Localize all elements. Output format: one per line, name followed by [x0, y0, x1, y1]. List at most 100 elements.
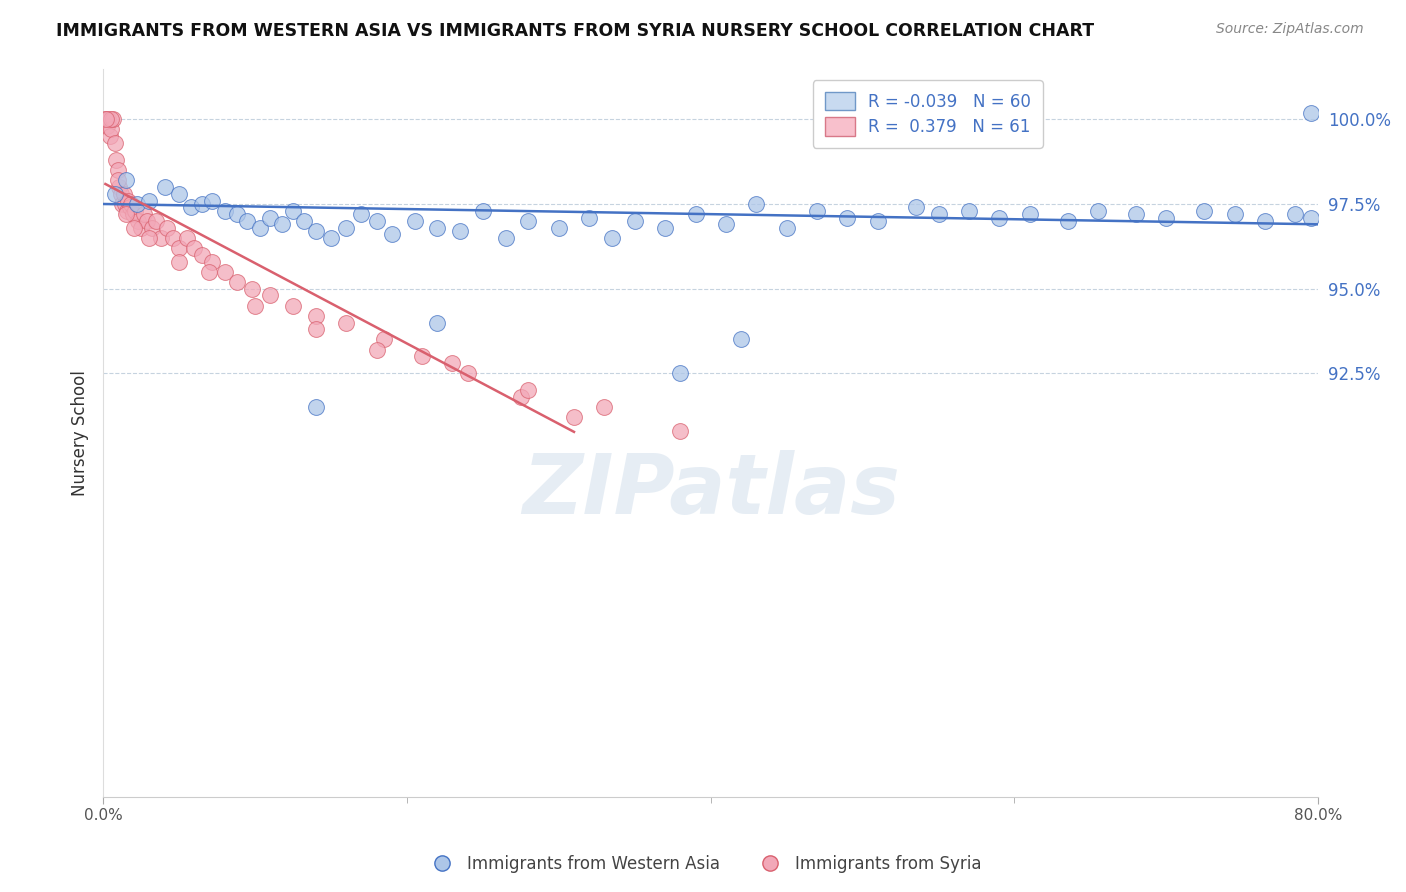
- Point: [547, 220, 569, 235]
- Point: [97, 112, 120, 127]
- Point: [305, 224, 328, 238]
- Point: [271, 217, 294, 231]
- Point: [141, 220, 163, 235]
- Point: [669, 424, 692, 438]
- Point: [201, 254, 224, 268]
- Point: [404, 214, 426, 228]
- Point: [96, 119, 118, 133]
- Point: [115, 203, 138, 218]
- Point: [117, 194, 139, 208]
- Point: [305, 400, 328, 414]
- Point: [623, 214, 645, 228]
- Point: [562, 410, 585, 425]
- Point: [381, 227, 404, 242]
- Point: [198, 265, 221, 279]
- Point: [366, 343, 388, 357]
- Point: [112, 186, 135, 201]
- Legend: Immigrants from Western Asia, Immigrants from Syria: Immigrants from Western Asia, Immigrants…: [418, 848, 988, 880]
- Point: [121, 207, 143, 221]
- Point: [509, 390, 531, 404]
- Point: [775, 220, 797, 235]
- Point: [214, 265, 236, 279]
- Point: [101, 112, 124, 127]
- Point: [411, 350, 433, 364]
- Point: [1125, 207, 1147, 221]
- Point: [100, 112, 122, 127]
- Point: [127, 214, 149, 228]
- Point: [654, 220, 676, 235]
- Point: [904, 200, 927, 214]
- Point: [988, 211, 1011, 225]
- Point: [1156, 211, 1178, 225]
- Point: [305, 322, 328, 336]
- Point: [249, 220, 271, 235]
- Point: [426, 220, 449, 235]
- Point: [1018, 207, 1040, 221]
- Point: [110, 186, 132, 201]
- Point: [107, 173, 129, 187]
- Point: [136, 214, 159, 228]
- Point: [1299, 105, 1322, 120]
- Point: [259, 211, 281, 225]
- Point: [145, 214, 167, 228]
- Point: [138, 231, 160, 245]
- Point: [350, 207, 373, 221]
- Point: [335, 316, 357, 330]
- Text: ZIPatlas: ZIPatlas: [522, 450, 900, 532]
- Point: [449, 224, 471, 238]
- Point: [156, 220, 179, 235]
- Point: [957, 203, 980, 218]
- Point: [225, 275, 247, 289]
- Point: [214, 203, 236, 218]
- Point: [593, 400, 616, 414]
- Point: [201, 194, 224, 208]
- Point: [191, 197, 214, 211]
- Point: [335, 220, 357, 235]
- Point: [1254, 214, 1277, 228]
- Point: [162, 231, 184, 245]
- Point: [125, 197, 148, 211]
- Point: [105, 153, 128, 167]
- Point: [730, 333, 752, 347]
- Point: [180, 200, 202, 214]
- Point: [866, 214, 889, 228]
- Point: [281, 203, 304, 218]
- Point: [441, 356, 464, 370]
- Point: [517, 214, 540, 228]
- Point: [1056, 214, 1078, 228]
- Point: [1194, 203, 1216, 218]
- Point: [471, 203, 494, 218]
- Point: [114, 197, 136, 211]
- Y-axis label: Nursery School: Nursery School: [72, 369, 89, 496]
- Point: [928, 207, 950, 221]
- Point: [118, 200, 141, 214]
- Point: [1299, 211, 1322, 225]
- Point: [107, 163, 129, 178]
- Text: Source: ZipAtlas.com: Source: ZipAtlas.com: [1216, 22, 1364, 37]
- Point: [578, 211, 600, 225]
- Point: [155, 180, 177, 194]
- Point: [1087, 203, 1109, 218]
- Point: [373, 333, 395, 347]
- Point: [685, 207, 707, 221]
- Point: [1223, 207, 1246, 221]
- Point: [669, 367, 692, 381]
- Point: [94, 112, 117, 127]
- Point: [108, 180, 131, 194]
- Point: [111, 197, 134, 211]
- Point: [305, 309, 328, 323]
- Point: [259, 288, 281, 302]
- Point: [183, 241, 205, 255]
- Point: [366, 214, 388, 228]
- Point: [96, 112, 118, 127]
- Point: [457, 367, 479, 381]
- Point: [129, 220, 152, 235]
- Point: [517, 384, 540, 398]
- Point: [167, 186, 190, 201]
- Point: [122, 220, 145, 235]
- Point: [281, 299, 304, 313]
- Point: [745, 197, 768, 211]
- Point: [1284, 207, 1306, 221]
- Point: [103, 136, 125, 150]
- Point: [319, 231, 342, 245]
